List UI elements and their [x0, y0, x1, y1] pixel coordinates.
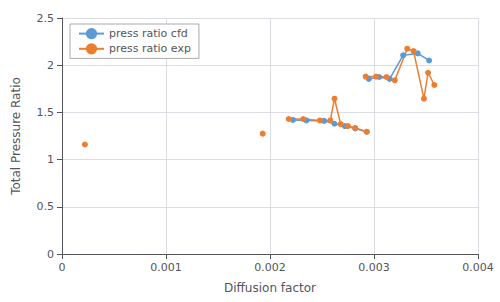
svg-text:0.002: 0.002 [254, 261, 286, 274]
svg-text:0: 0 [47, 248, 54, 261]
svg-text:0.004: 0.004 [462, 261, 494, 274]
svg-text:press ratio cfd: press ratio cfd [109, 27, 188, 40]
svg-text:press ratio exp: press ratio exp [109, 42, 191, 55]
svg-text:Diffusion factor: Diffusion factor [224, 281, 316, 295]
svg-text:1: 1 [47, 153, 54, 166]
svg-text:Total Pressure Ratio: Total Pressure Ratio [9, 77, 23, 196]
svg-text:2.5: 2.5 [37, 12, 55, 25]
svg-text:0.5: 0.5 [37, 200, 55, 213]
svg-text:0.003: 0.003 [358, 261, 390, 274]
svg-text:1.5: 1.5 [37, 106, 55, 119]
svg-text:0: 0 [59, 261, 66, 274]
svg-text:2: 2 [47, 59, 54, 72]
svg-text:0.001: 0.001 [150, 261, 182, 274]
